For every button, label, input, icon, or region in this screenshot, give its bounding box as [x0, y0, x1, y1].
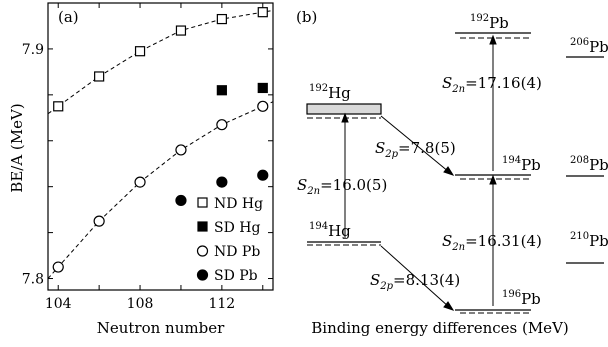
- arrow-head: [489, 34, 497, 45]
- level-192hg-band: [306, 103, 382, 115]
- energy-label-s2p-194hg: S2p=8.13(4): [370, 271, 460, 292]
- x-tick-label: 112: [208, 296, 235, 312]
- panel-b-label: (b): [296, 8, 317, 26]
- arrow-head: [443, 301, 455, 311]
- point-sd-hg: [216, 85, 227, 96]
- tick-labels: 104 108 112 7.8 7.9: [22, 42, 235, 312]
- transition-arrows: [341, 34, 497, 311]
- point-sd-pb: [175, 194, 187, 207]
- nucleus-label-192pb: 192Pb: [470, 13, 509, 32]
- panel-a-label: (a): [58, 8, 79, 26]
- point-nd-hg: [94, 71, 105, 82]
- point-nd-hg: [53, 101, 64, 112]
- point-nd-pb: [134, 176, 146, 188]
- nucleus-label-194hg: 194Hg: [309, 221, 351, 240]
- data-points: [52, 7, 269, 273]
- legend-label-sd-pb: SD Pb: [214, 268, 258, 284]
- legend-marker-sd-pb: [196, 269, 209, 281]
- panel-b-xlabel: Binding energy differences (MeV): [311, 319, 569, 337]
- arrow-s2p-hg-pb-2: [380, 245, 450, 308]
- point-nd-pb: [216, 119, 228, 131]
- point-nd-pb: [93, 215, 105, 227]
- legend-marker-sd-hg: [197, 221, 208, 232]
- energy-label-s2n-192hg: S2n=16.0(5): [297, 176, 387, 197]
- panel-a: (a) 104 108 112 7.8 7.9 Neutron number BE/A …: [8, 2, 274, 337]
- series-line-nd-hg: [48, 9, 273, 115]
- nucleus-label-192hg: 192Hg: [309, 83, 351, 102]
- x-tick-label: 104: [45, 296, 72, 312]
- nucleus-label-194pb: 194Pb: [502, 155, 541, 174]
- energy-label-s2n-194pb: S2n=16.31(4): [442, 232, 542, 253]
- point-nd-hg: [216, 13, 227, 25]
- legend-marker-nd-hg: [197, 197, 208, 208]
- arrow-s2p-hg-pb: [380, 115, 450, 173]
- tick-marks: [48, 2, 273, 290]
- arrow-head: [489, 174, 497, 185]
- energy-label-s2p-192hg: S2p=7.8(5): [375, 139, 456, 160]
- nucleus-label-196pb: 196Pb: [502, 289, 541, 308]
- nucleus-label-210pb: 210Pb: [570, 231, 608, 250]
- point-sd-pb: [216, 176, 228, 188]
- nucleus-label-208pb: 208Pb: [570, 155, 608, 174]
- energy-levels: [306, 32, 604, 314]
- point-nd-pb: [52, 261, 64, 273]
- point-nd-hg: [257, 7, 268, 18]
- point-sd-pb: [257, 169, 269, 181]
- y-tick-label: 7.9: [22, 42, 44, 58]
- legend: ND Hg SD Hg ND Pb SD Pb: [196, 196, 263, 284]
- arrow-head: [443, 166, 455, 176]
- point-nd-hg: [175, 25, 187, 36]
- point-nd-hg: [134, 46, 146, 57]
- nucleus-label-206pb: 206Pb: [570, 37, 608, 56]
- arrow-head: [341, 112, 349, 123]
- legend-marker-nd-pb: [196, 245, 209, 257]
- point-sd-hg: [257, 82, 268, 94]
- y-axis-label: BE/A (MeV): [8, 103, 26, 192]
- point-nd-pb: [175, 144, 187, 156]
- x-axis-label: Neutron number: [97, 319, 225, 337]
- legend-label-nd-hg: ND Hg: [214, 196, 263, 212]
- panel-b: (b): [296, 8, 608, 337]
- plot-frame: [47, 2, 274, 291]
- legend-label-sd-hg: SD Hg: [214, 220, 260, 236]
- energy-label-s2n-192pb: S2n=17.16(4): [442, 74, 542, 95]
- x-tick-label: 108: [127, 296, 154, 312]
- legend-label-nd-pb: ND Pb: [214, 244, 260, 260]
- y-tick-label: 7.8: [22, 272, 44, 288]
- point-nd-pb: [257, 100, 269, 112]
- series-lines: [48, 9, 273, 279]
